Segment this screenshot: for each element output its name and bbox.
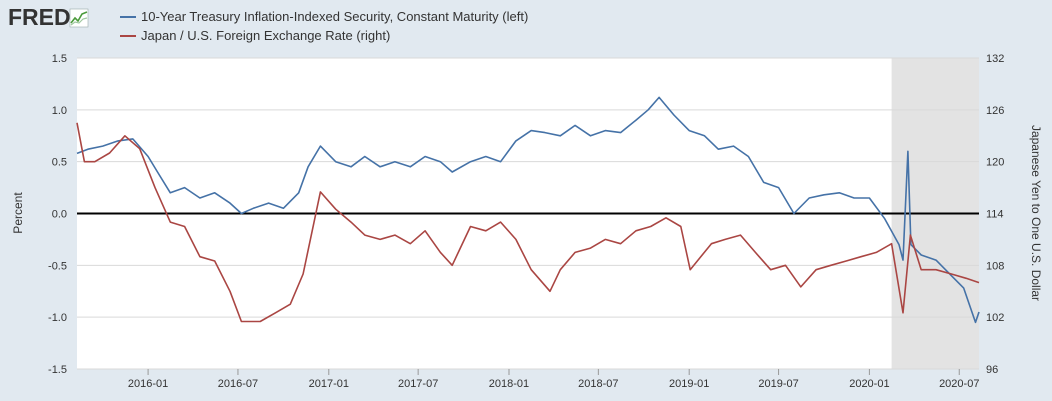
legend-swatch-tips	[120, 15, 136, 18]
y-tick-right: 120	[986, 157, 1004, 169]
x-tick-label: 2019-07	[758, 378, 798, 390]
series-lines	[76, 96, 980, 324]
chart-header: FRED 10-Year Treasury Inflation-Indexed …	[0, 0, 1052, 52]
y-tick-left: 1.0	[52, 105, 67, 117]
legend-item-tips[interactable]: 10-Year Treasury Inflation-Indexed Secur…	[120, 7, 528, 26]
x-axis: 2016-01 2016-07 2017-01 2017-07 2018-01 2018-…	[128, 369, 979, 390]
x-tick-label: 2016-01	[128, 378, 168, 390]
legend-item-jpy[interactable]: Japan / U.S. Foreign Exchange Rate (righ…	[120, 26, 528, 45]
y-tick-left: 0.5	[52, 157, 67, 169]
x-tick-label: 2020-07	[939, 378, 979, 390]
legend: 10-Year Treasury Inflation-Indexed Secur…	[120, 7, 528, 45]
y-axis-right-label: Japanese Yen to One U.S. Dollar	[1029, 125, 1043, 301]
y-tick-left: -1.0	[48, 312, 67, 324]
x-tick-label: 2017-07	[398, 378, 438, 390]
legend-swatch-jpy	[120, 34, 136, 37]
legend-label-tips: 10-Year Treasury Inflation-Indexed Secur…	[141, 9, 529, 24]
y-tick-right: 132	[986, 53, 1004, 65]
y-tick-right: 108	[986, 260, 1004, 272]
y-tick-right: 102	[986, 312, 1004, 324]
x-tick-label: 2017-01	[309, 378, 349, 390]
y-tick-left: 1.5	[52, 53, 67, 65]
series-line-jpy[interactable]	[76, 122, 980, 323]
series-line-tips[interactable]	[76, 96, 980, 324]
y-tick-right: 96	[986, 364, 998, 376]
x-tick-label: 2019-01	[669, 378, 709, 390]
fred-logo-text: FRED	[8, 4, 71, 30]
legend-label-jpy: Japan / U.S. Foreign Exchange Rate (righ…	[141, 28, 391, 43]
y-axis-left: 1.5 1.0 0.5 0.0 -0.5 -1.0 -1.5	[48, 53, 67, 376]
y-tick-left: -0.5	[48, 260, 67, 272]
fred-logo-mark: FRED	[8, 4, 89, 30]
x-tick-label: 2016-07	[218, 378, 258, 390]
fred-logo[interactable]: FRED	[8, 4, 90, 37]
line-chart-icon	[69, 8, 89, 28]
y-tick-right: 126	[986, 105, 1004, 117]
y-axis-right: 132 126 120 114 108 102 96	[986, 53, 1004, 376]
x-tick-label: 2018-07	[578, 378, 618, 390]
x-tick-label: 2018-01	[489, 378, 529, 390]
y-axis-left-label: Percent	[11, 192, 25, 234]
y-tick-right: 114	[986, 209, 1004, 221]
y-tick-left: 0.0	[52, 209, 67, 221]
x-tick-label: 2020-01	[849, 378, 889, 390]
y-tick-left: -1.5	[48, 364, 67, 376]
